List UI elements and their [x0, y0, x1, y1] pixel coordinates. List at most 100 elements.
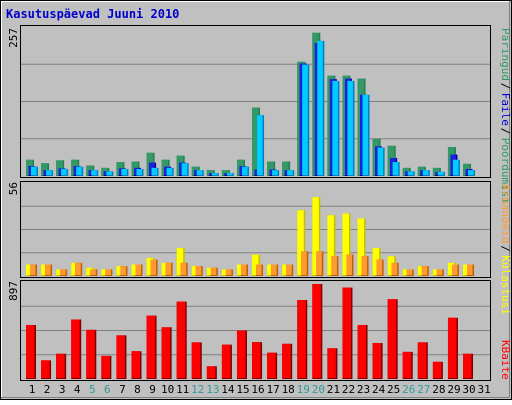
bar-visits-20 — [312, 197, 321, 276]
chart-title: Kasutuspäevad Juuni 2010 — [6, 7, 179, 21]
bar-kbytes-17 — [267, 352, 278, 379]
bar-kbytes-26 — [402, 351, 413, 379]
panel-bottom-frame — [20, 280, 491, 381]
bar-hits-22 — [347, 80, 355, 176]
panel-middle-frame — [20, 181, 491, 278]
legend-item: Pöördumisi — [499, 138, 512, 204]
bar-kbytes-22 — [342, 287, 353, 379]
day-label: 15 — [236, 383, 249, 396]
bar-hits-12 — [196, 170, 204, 176]
bar-sites-8 — [135, 264, 143, 276]
bottom-legend: KBaite — [499, 340, 512, 380]
bar-hits-15 — [241, 166, 249, 176]
day-label: 8 — [134, 383, 141, 396]
bar-sites-1 — [30, 264, 37, 276]
bar-sites-25 — [391, 262, 399, 276]
bar-hits-16 — [257, 115, 265, 176]
day-label: 4 — [74, 383, 81, 396]
bar-hits-5 — [91, 170, 99, 176]
bar-sites-4 — [75, 262, 83, 276]
bar-kbytes-29 — [447, 317, 458, 379]
bar-kbytes-1 — [26, 324, 36, 379]
bar-sites-2 — [45, 264, 53, 276]
bar-hits-25 — [392, 162, 400, 176]
bar-kbytes-12 — [191, 342, 202, 379]
bar-pages-3 — [56, 160, 65, 176]
bar-sites-29 — [451, 264, 459, 276]
bar-kbytes-24 — [372, 342, 383, 379]
bar-hits-6 — [106, 171, 114, 176]
bar-sites-3 — [60, 269, 68, 276]
bar-hits-3 — [61, 169, 69, 176]
day-label: 18 — [282, 383, 295, 396]
bar-kbytes-27 — [417, 342, 428, 379]
bar-kbytes-25 — [387, 299, 398, 379]
bar-hits-13 — [211, 173, 219, 176]
bar-sites-14 — [225, 269, 233, 276]
bar-sites-10 — [165, 262, 173, 276]
day-label: 30 — [462, 383, 475, 396]
bar-hits-1 — [31, 166, 38, 176]
bar-visits-19 — [297, 210, 306, 276]
bar-sites-9 — [150, 259, 158, 276]
bar-hits-28 — [437, 171, 445, 176]
day-label: 11 — [176, 383, 189, 396]
day-label: 7 — [119, 383, 126, 396]
bar-hits-30 — [468, 170, 476, 176]
bar-kbytes-7 — [116, 335, 127, 379]
day-label: 10 — [161, 383, 174, 396]
day-label: 13 — [206, 383, 219, 396]
legend-item: Aruandeid — [499, 184, 512, 244]
day-label: 26 — [402, 383, 415, 396]
bar-kbytes-9 — [146, 315, 157, 379]
bar-sites-22 — [346, 254, 354, 276]
day-label: 21 — [327, 383, 340, 396]
bar-sites-16 — [256, 264, 264, 276]
panel-top-frame — [20, 25, 491, 178]
bar-visits-23 — [357, 218, 366, 276]
top-panel-bars — [26, 32, 476, 177]
legend-item: Külastusi — [499, 255, 512, 315]
bar-sites-20 — [316, 251, 324, 276]
day-label: 17 — [266, 383, 279, 396]
bar-sites-5 — [90, 269, 98, 276]
day-label: 28 — [432, 383, 445, 396]
day-label: 22 — [342, 383, 355, 396]
day-label: 23 — [357, 383, 370, 396]
bar-hits-20 — [317, 40, 325, 176]
bar-hits-27 — [422, 170, 430, 176]
day-label: 5 — [89, 383, 96, 396]
bar-sites-19 — [301, 251, 309, 276]
bar-kbytes-28 — [432, 361, 443, 379]
middle-y-max-label: 56 — [7, 182, 20, 195]
day-label: 19 — [297, 383, 310, 396]
bar-sites-28 — [436, 269, 444, 276]
bar-pages-2 — [41, 163, 50, 176]
bar-kbytes-10 — [161, 327, 172, 379]
bar-kbytes-13 — [206, 366, 217, 379]
bar-kbytes-15 — [236, 330, 247, 379]
day-label: 27 — [417, 383, 430, 396]
middle-panel-bars — [26, 197, 475, 276]
bar-visits-22 — [342, 213, 351, 276]
bar-hits-24 — [377, 147, 385, 176]
bar-sites-17 — [271, 264, 279, 276]
legend-item: Päringud — [499, 28, 512, 81]
bar-kbytes-30 — [463, 353, 474, 379]
bar-hits-26 — [407, 171, 415, 176]
day-label: 24 — [372, 383, 386, 396]
day-labels: 1 2 3 4 5 6 7 8 9 10 11 12 13 14 15 16 17 18 19 20 21 22 23 24 2… — [29, 383, 491, 396]
bar-kbytes-8 — [131, 351, 142, 379]
bar-sites-24 — [376, 259, 384, 276]
bar-sites-15 — [240, 264, 248, 276]
bar-kbytes-16 — [252, 342, 263, 379]
bar-kbytes-5 — [86, 329, 97, 379]
bar-sites-13 — [210, 267, 218, 276]
bar-kbytes-14 — [221, 344, 232, 379]
day-label: 9 — [149, 383, 156, 396]
legend-item: Faile — [499, 93, 512, 126]
bar-kbytes-19 — [297, 299, 308, 379]
bar-visits-21 — [327, 215, 336, 276]
day-label: 2 — [44, 383, 51, 396]
